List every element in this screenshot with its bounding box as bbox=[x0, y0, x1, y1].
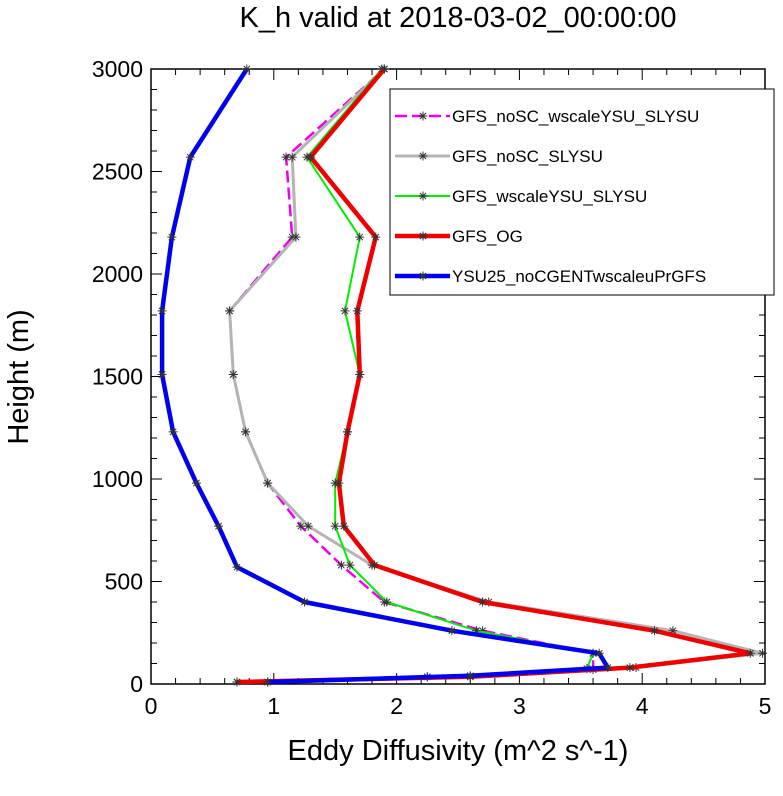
data-point bbox=[300, 597, 309, 607]
data-point bbox=[168, 427, 178, 437]
y-tick-label: 3000 bbox=[92, 56, 143, 82]
data-point bbox=[465, 671, 475, 681]
x-tick-label: 1 bbox=[267, 693, 280, 719]
data-point bbox=[625, 663, 635, 673]
data-point bbox=[478, 597, 488, 607]
y-axis: 0 500 1000 1500 2000 2500 3000 bbox=[92, 56, 765, 697]
data-point bbox=[306, 152, 316, 162]
data-point bbox=[379, 64, 389, 74]
data-point bbox=[225, 306, 235, 316]
data-point bbox=[241, 427, 251, 437]
data-point bbox=[345, 560, 355, 570]
series-4 bbox=[157, 64, 613, 687]
data-point bbox=[232, 677, 242, 687]
legend-entry: GFS_OG bbox=[395, 227, 523, 246]
legend-label: GFS_OG bbox=[452, 227, 523, 246]
data-point bbox=[214, 521, 224, 531]
x-tick-label: 2 bbox=[390, 693, 403, 719]
y-axis-label: Height (m) bbox=[3, 309, 35, 444]
legend-marker bbox=[418, 271, 428, 281]
data-point bbox=[355, 232, 365, 242]
x-axis: 0 1 2 3 4 5 bbox=[145, 69, 772, 719]
y-tick-label: 1000 bbox=[92, 466, 143, 492]
legend-entry: GFS_noSC_wscaleYSU_SLYSU bbox=[395, 107, 699, 126]
data-point bbox=[340, 306, 350, 316]
legend-marker bbox=[418, 231, 428, 241]
data-point bbox=[167, 232, 177, 242]
series-layer bbox=[157, 64, 768, 687]
x-tick-label: 3 bbox=[513, 693, 526, 719]
series-3 bbox=[232, 64, 755, 687]
data-point bbox=[330, 521, 340, 531]
legend-marker bbox=[418, 151, 428, 161]
data-point bbox=[758, 648, 768, 658]
data-point bbox=[185, 152, 195, 162]
legend-marker bbox=[418, 191, 428, 201]
data-point bbox=[649, 626, 659, 636]
legend-entry: GFS_wscaleYSU_SLYSU bbox=[395, 187, 647, 206]
data-point bbox=[263, 677, 273, 687]
y-tick-label: 2000 bbox=[92, 261, 143, 287]
data-point bbox=[352, 306, 362, 316]
y-tick-label: 500 bbox=[105, 569, 143, 595]
data-point bbox=[157, 306, 167, 316]
legend-box bbox=[389, 88, 775, 296]
chart-title: K_h valid at 2018-03-02_00:00:00 bbox=[240, 2, 677, 34]
legend: GFS_noSC_wscaleYSU_SLYSU GFS_noSC_SLYSU GF… bbox=[389, 88, 775, 296]
data-point bbox=[228, 369, 238, 379]
y-tick-label: 0 bbox=[130, 671, 143, 697]
data-point bbox=[303, 521, 313, 531]
data-point bbox=[291, 232, 301, 242]
legend-label: YSU25_noCGENTwscaleuPrGFS bbox=[452, 267, 706, 286]
data-point bbox=[287, 152, 297, 162]
legend-entry: GFS_noSC_SLYSU bbox=[395, 147, 603, 166]
data-point bbox=[242, 64, 252, 74]
x-axis-label: Eddy Diffusivity (m^2 s^-1) bbox=[288, 735, 629, 767]
data-point bbox=[447, 626, 457, 636]
data-point bbox=[745, 648, 755, 658]
data-point bbox=[371, 232, 381, 242]
legend-marker bbox=[418, 111, 428, 121]
legend-label: GFS_wscaleYSU_SLYSU bbox=[452, 187, 647, 206]
x-tick-label: 5 bbox=[759, 693, 772, 719]
data-point bbox=[191, 478, 201, 488]
data-point bbox=[339, 521, 349, 531]
data-point bbox=[336, 560, 346, 570]
data-point bbox=[334, 478, 344, 488]
data-point bbox=[594, 648, 604, 658]
y-tick-label: 2500 bbox=[92, 159, 143, 185]
legend-label: GFS_noSC_SLYSU bbox=[452, 147, 603, 166]
data-point bbox=[355, 369, 365, 379]
data-point bbox=[369, 560, 379, 570]
legend-entry: YSU25_noCGENTwscaleuPrGFS bbox=[395, 267, 706, 286]
data-point bbox=[382, 597, 392, 607]
data-point bbox=[157, 369, 167, 379]
data-point bbox=[603, 663, 613, 673]
data-point bbox=[232, 562, 242, 572]
data-point bbox=[263, 478, 273, 488]
x-tick-label: 0 bbox=[145, 693, 158, 719]
data-point bbox=[342, 427, 352, 437]
x-tick-label: 4 bbox=[636, 693, 649, 719]
legend-label: GFS_noSC_wscaleYSU_SLYSU bbox=[452, 107, 699, 126]
y-tick-label: 1500 bbox=[92, 364, 143, 390]
